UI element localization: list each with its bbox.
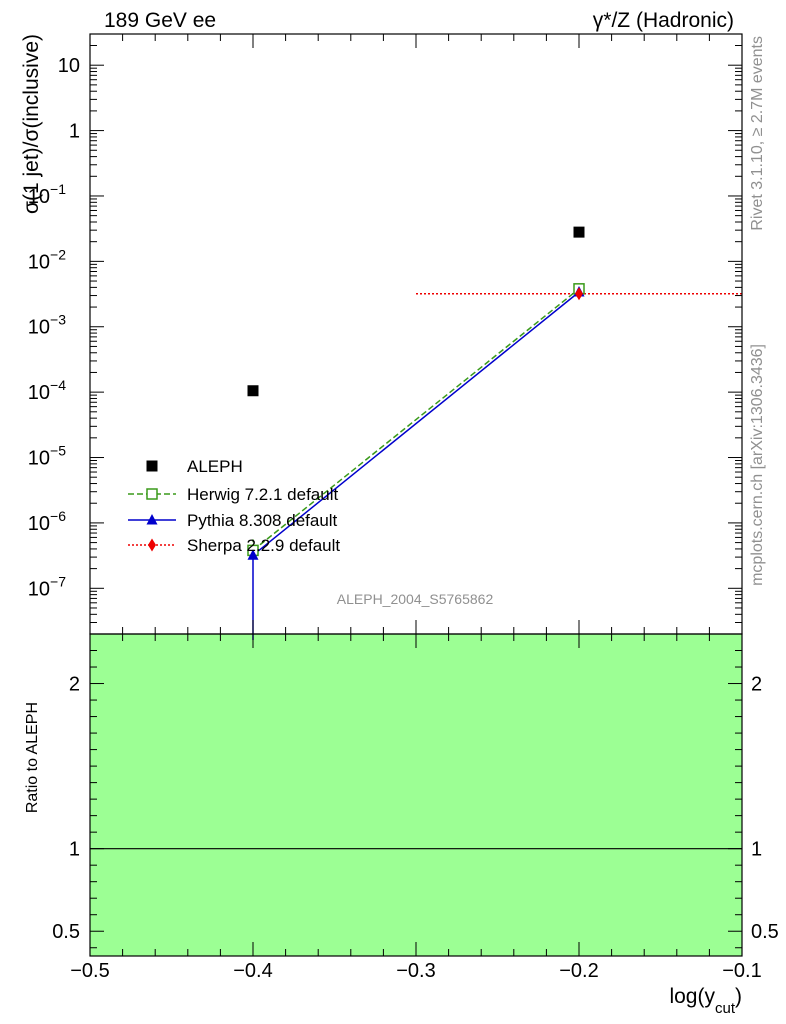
ratio-tick-label-right: 0.5 — [751, 921, 779, 943]
aleph-point — [573, 226, 585, 238]
y-tick-label: 10 — [58, 55, 80, 77]
x-tick-label: −0.3 — [396, 960, 435, 982]
y-tick-label: 10−5 — [28, 443, 66, 470]
x-axis-label: log(ycut) — [669, 985, 742, 1017]
chart-title-right: γ*/Z (Hadronic) — [593, 9, 734, 32]
y-tick-label: 10−2 — [28, 246, 66, 273]
ratio-tick-label: 0.5 — [52, 921, 80, 943]
ratio-panel — [90, 634, 742, 956]
ratio-uncertainty-band — [90, 634, 742, 956]
legend-label: Sherpa 2.2.9 default — [187, 536, 340, 555]
pythia-line — [252, 291, 580, 556]
ratio-y-axis-label: Ratio to ALEPH — [24, 702, 41, 813]
mcplots-source-label: mcplots.cern.ch [arXiv:1306.3436] — [749, 344, 766, 586]
y-tick-label: 1 — [69, 121, 80, 143]
herwig-line — [252, 288, 580, 551]
ratio-tick-label-right: 1 — [751, 839, 762, 861]
chart-title-left: 189 GeV ee — [104, 9, 216, 32]
x-axis-label-sub: cut — [715, 1000, 736, 1017]
y-tick-label: 10−7 — [28, 573, 66, 600]
pythia-point — [247, 549, 259, 560]
aleph-point — [247, 385, 259, 397]
legend-label: Herwig 7.2.1 default — [187, 485, 338, 504]
x-axis-label-close: ) — [735, 985, 742, 1008]
y-axis-label: σ(1 jet)/σ(inclusive) — [20, 34, 43, 214]
ratio-tick-label: 2 — [69, 674, 80, 696]
y-tick-label: 10−1 — [28, 181, 66, 208]
sherpa-point — [575, 287, 583, 301]
x-tick-label: −0.1 — [722, 960, 761, 982]
y-tick-label: 10−4 — [28, 377, 66, 404]
legend-marker — [146, 460, 158, 472]
legend: ALEPH Herwig 7.2.1 default Pythia 8.308 de… — [128, 457, 340, 555]
analysis-label: ALEPH_2004_S5765862 — [337, 591, 494, 607]
legend-label: Pythia 8.308 default — [187, 511, 338, 530]
x-tick-label: −0.4 — [233, 960, 272, 982]
legend-label: ALEPH — [187, 457, 243, 476]
x-tick-label: −0.5 — [70, 960, 109, 982]
axes-frame: 10−7 10−6 10−5 10−4 10−3 10−2 10−1 1 10 0.5 0.5 1 1 2… — [28, 33, 779, 982]
ratio-tick-label-right: 2 — [751, 674, 762, 696]
main-panel — [247, 226, 742, 634]
legend-marker — [146, 514, 158, 525]
rivet-version-label: Rivet 3.1.10, ≥ 2.7M events — [749, 36, 766, 231]
y-tick-label: 10−3 — [28, 312, 66, 339]
legend-marker — [148, 538, 156, 552]
legend-marker — [146, 488, 158, 500]
y-tick-label: 10−6 — [28, 508, 66, 535]
x-axis-label-main: log(y — [669, 985, 715, 1008]
x-tick-label: −0.2 — [559, 960, 598, 982]
ratio-tick-label: 1 — [69, 839, 80, 861]
